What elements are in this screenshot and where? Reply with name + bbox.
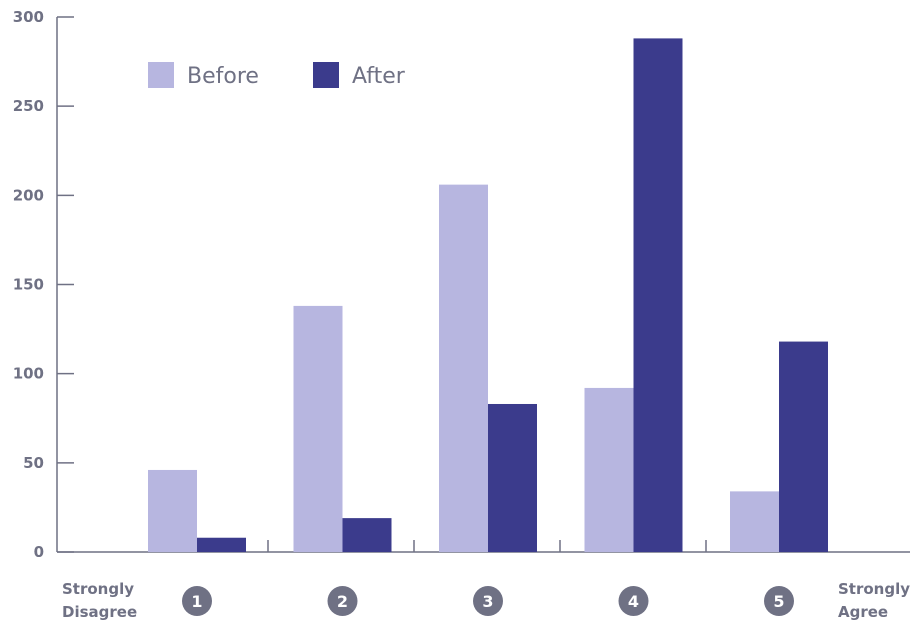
category-label-2: 2 [337,592,348,611]
bars [148,38,828,552]
bar-before-2 [293,305,343,552]
category-labels: 1 2 3 4 5 [182,586,794,616]
category-label-5: 5 [773,592,784,611]
y-tick-label-300: 300 [13,8,44,26]
y-tick-label-150: 150 [13,276,44,294]
category-label-4: 4 [628,592,639,611]
bar-before-5 [730,491,779,552]
y-axis: 0 50 100 150 200 250 300 [13,8,74,561]
scale-right-label-line2: Agree [838,603,888,621]
y-tick-label-250: 250 [13,97,44,115]
bar-after-1 [197,537,246,552]
category-label-3: 3 [482,592,493,611]
legend-swatch-before [148,62,174,88]
category-badge-3 [473,586,503,616]
bar-after-5 [779,341,828,552]
category-label-1: 1 [191,592,202,611]
bar-after-3 [488,403,537,552]
category-badge-2 [327,586,358,616]
category-badge-1 [182,586,212,616]
scale-left-label-line2: Disagree [62,603,137,621]
bar-before-4 [584,387,634,552]
scale-right-label-line1: Strongly [838,580,910,598]
bar-before-1 [148,469,197,552]
bar-before-3 [439,184,488,552]
y-tick-label-50: 50 [23,454,44,472]
category-badge-4 [618,586,649,616]
y-tick-label-200: 200 [13,186,44,204]
category-badge-5 [764,586,794,616]
bar-after-4 [633,38,683,552]
y-tick-label-0: 0 [34,543,44,561]
legend-swatch-after [313,62,339,88]
y-tick-label-100: 100 [13,365,44,383]
legend-label-before: Before [187,64,259,89]
scale-left-label-line1: Strongly [62,580,134,598]
bar-after-2 [342,518,392,552]
legend: Before After [148,62,406,89]
legend-label-after: After [352,64,406,89]
